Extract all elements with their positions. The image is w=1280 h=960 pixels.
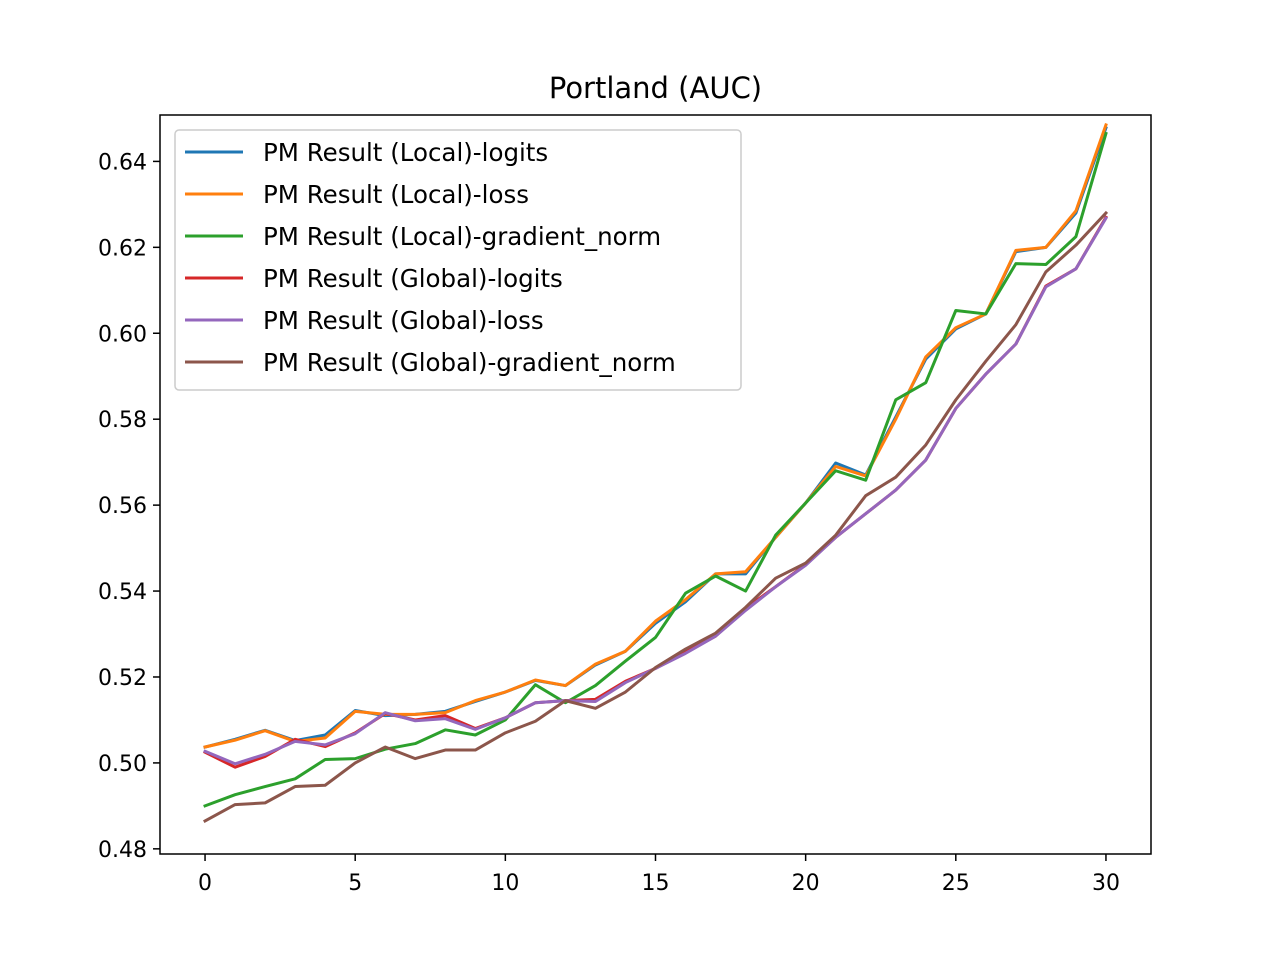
y-tick-label: 0.62 bbox=[98, 236, 147, 261]
y-tick-label: 0.48 bbox=[98, 838, 147, 863]
y-axis: 0.48 0.50 0.52 0.54 0.56 0.58 0.60 0.62 0.64 bbox=[98, 150, 160, 863]
legend-label: PM Result (Local)-loss bbox=[263, 180, 529, 209]
y-tick-label: 0.60 bbox=[98, 322, 147, 347]
x-tick-label: 0 bbox=[198, 871, 212, 896]
series-line-3 bbox=[203, 131, 1108, 808]
x-tick-label: 15 bbox=[642, 871, 670, 896]
y-tick-label: 0.56 bbox=[98, 494, 147, 519]
series-layer bbox=[203, 122, 1109, 823]
y-tick-label: 0.64 bbox=[98, 150, 147, 175]
plot-frame bbox=[159, 114, 1152, 855]
legend-box bbox=[174, 129, 742, 391]
series-line-2 bbox=[203, 122, 1108, 749]
x-tick-label: 5 bbox=[348, 871, 362, 896]
legend-label: PM Result (Global)-gradient_norm bbox=[263, 348, 676, 377]
x-tick-label: 10 bbox=[491, 871, 519, 896]
chart-title: Portland (AUC) bbox=[549, 71, 762, 105]
legend-label: PM Result (Global)-loss bbox=[263, 306, 544, 335]
y-tick-label: 0.58 bbox=[98, 408, 147, 433]
legend-label: PM Result (Local)-gradient_norm bbox=[263, 222, 661, 251]
y-tick-label: 0.54 bbox=[98, 580, 147, 605]
series-line-6 bbox=[203, 210, 1109, 823]
x-tick-label: 30 bbox=[1092, 871, 1120, 896]
x-tick-label: 25 bbox=[942, 871, 970, 896]
legend-label: PM Result (Local)-logits bbox=[263, 138, 548, 167]
legend: PM Result (Local)-logits PM Result (Local… bbox=[174, 129, 742, 391]
y-tick-label: 0.52 bbox=[98, 666, 147, 691]
x-axis: 0 5 10 15 20 25 30 bbox=[198, 854, 1120, 896]
y-tick-label: 0.50 bbox=[98, 752, 147, 777]
legend-label: PM Result (Global)-logits bbox=[263, 264, 563, 293]
x-tick-label: 20 bbox=[792, 871, 820, 896]
